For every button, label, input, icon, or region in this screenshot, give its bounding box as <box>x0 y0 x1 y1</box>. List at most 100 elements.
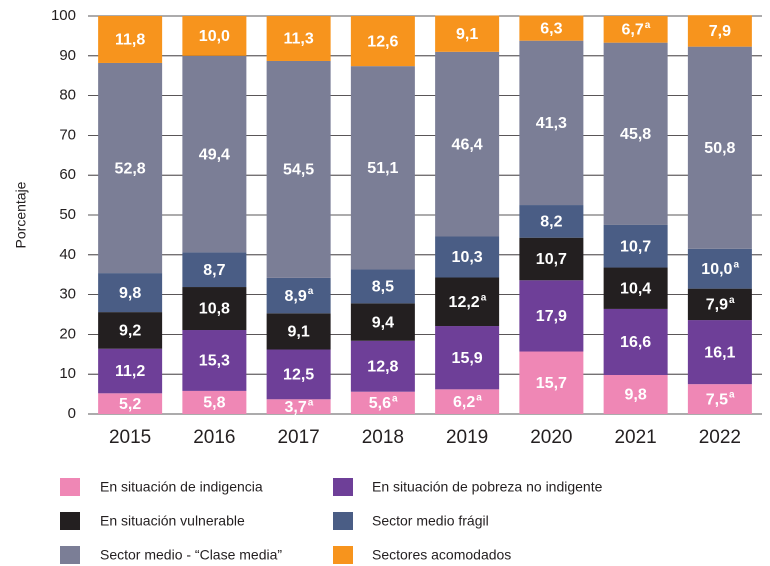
data-label: 45,8 <box>620 126 651 143</box>
x-tick-label: 2018 <box>362 427 404 448</box>
data-label-note: a <box>645 20 651 31</box>
legend-label: En situación de pobreza no indigente <box>372 479 603 495</box>
data-label: 5,8 <box>203 395 225 412</box>
bar-segment <box>182 330 247 391</box>
data-label: 50,8 <box>704 140 735 157</box>
bar-segment <box>98 312 163 349</box>
bar-segment <box>435 15 500 52</box>
bar-segment <box>603 374 668 414</box>
data-label: 9,8 <box>119 285 141 302</box>
data-label: 15,9 <box>452 350 483 367</box>
data-label: 9,4 <box>372 314 394 331</box>
data-label: 11,3 <box>283 31 313 48</box>
bar-segment <box>350 66 415 270</box>
data-label: 41,3 <box>536 115 567 132</box>
data-label: 15,7 <box>536 375 567 392</box>
data-label: 8,2 <box>540 214 562 231</box>
legend-swatch <box>60 546 80 564</box>
data-label: 12,5 <box>283 367 314 384</box>
data-label: 8,9 <box>285 288 307 305</box>
data-label: 10,3 <box>452 249 483 266</box>
data-label: 8,5 <box>372 279 394 296</box>
bar-segment <box>519 351 584 414</box>
data-label: 17,9 <box>536 308 567 325</box>
y-tick-label: 0 <box>68 405 76 422</box>
bar-segment <box>435 389 500 414</box>
bar-segment <box>435 326 500 390</box>
bar-segment <box>350 269 415 304</box>
x-tick-label: 2021 <box>614 427 656 448</box>
bar-segment <box>519 15 584 41</box>
bar-segment <box>350 16 415 67</box>
bar-segment <box>687 288 752 321</box>
bar-segment <box>687 248 752 289</box>
data-label: 9,1 <box>288 324 310 341</box>
bar-segment <box>435 51 500 237</box>
legend-label: Sectores acomodados <box>372 547 511 563</box>
data-label-note: a <box>476 392 482 403</box>
data-label: 52,8 <box>115 160 146 177</box>
bar-segment <box>350 340 415 392</box>
bar-segment <box>603 308 668 375</box>
y-tick-label: 100 <box>51 7 76 24</box>
data-label: 54,5 <box>283 162 314 179</box>
bar-segment <box>603 42 668 225</box>
bar-segment <box>98 273 163 313</box>
bar-segment <box>519 280 584 352</box>
bar-segment <box>603 267 668 309</box>
legend-label: En situación de indigencia <box>100 479 263 495</box>
data-label-note: a <box>308 286 314 297</box>
bar-segment <box>266 277 331 314</box>
bar-segment <box>687 320 752 385</box>
y-axis-label: Porcentaje <box>13 181 29 248</box>
bar-segment <box>182 287 247 331</box>
data-label: 51,1 <box>367 160 398 177</box>
data-label: 11,2 <box>115 363 145 380</box>
legend-swatch <box>60 478 80 496</box>
bar-segment <box>182 390 247 414</box>
bar-segment <box>182 252 247 288</box>
data-label: 6,7 <box>622 22 644 39</box>
data-label: 9,1 <box>456 26 478 43</box>
legend-swatch <box>333 512 353 530</box>
bar-segment <box>266 399 331 414</box>
data-label: 10,7 <box>536 251 567 268</box>
y-tick-label: 20 <box>59 325 76 342</box>
data-label: 12,2 <box>449 294 480 311</box>
bar-segment <box>266 349 331 400</box>
data-label-note: a <box>729 295 735 306</box>
bar-segment <box>687 384 752 414</box>
x-tick-label: 2019 <box>446 427 488 448</box>
data-label: 10,7 <box>620 238 651 255</box>
x-tick-label: 2022 <box>699 427 741 448</box>
bar-segment <box>687 15 752 47</box>
data-label: 7,5 <box>706 391 728 408</box>
bar-segment <box>98 16 163 63</box>
data-label-note: a <box>481 292 487 303</box>
data-label: 9,2 <box>119 323 141 340</box>
data-label: 5,6 <box>369 395 391 412</box>
bar-segment <box>603 16 668 43</box>
data-label: 10,0 <box>701 261 732 278</box>
bar-segment <box>182 16 247 56</box>
y-tick-label: 30 <box>59 286 76 303</box>
y-tick-label: 90 <box>59 47 76 64</box>
legend-swatch <box>60 512 80 530</box>
bar-segment <box>98 348 163 394</box>
bar-segment <box>266 313 331 350</box>
data-label: 9,8 <box>625 387 647 404</box>
data-label: 6,2 <box>453 394 475 411</box>
y-tick-label: 40 <box>59 246 76 263</box>
bar-segment <box>98 62 163 274</box>
data-label: 7,9 <box>706 297 728 314</box>
bar-segment <box>519 237 584 281</box>
data-label: 6,3 <box>540 20 562 37</box>
x-tick-label: 2015 <box>109 427 151 448</box>
y-tick-label: 10 <box>59 365 76 382</box>
data-label: 5,2 <box>119 396 141 413</box>
bar-segment <box>266 60 331 278</box>
data-label-note: a <box>733 259 739 270</box>
bar-segment <box>266 16 331 61</box>
data-label-note: a <box>729 390 735 401</box>
